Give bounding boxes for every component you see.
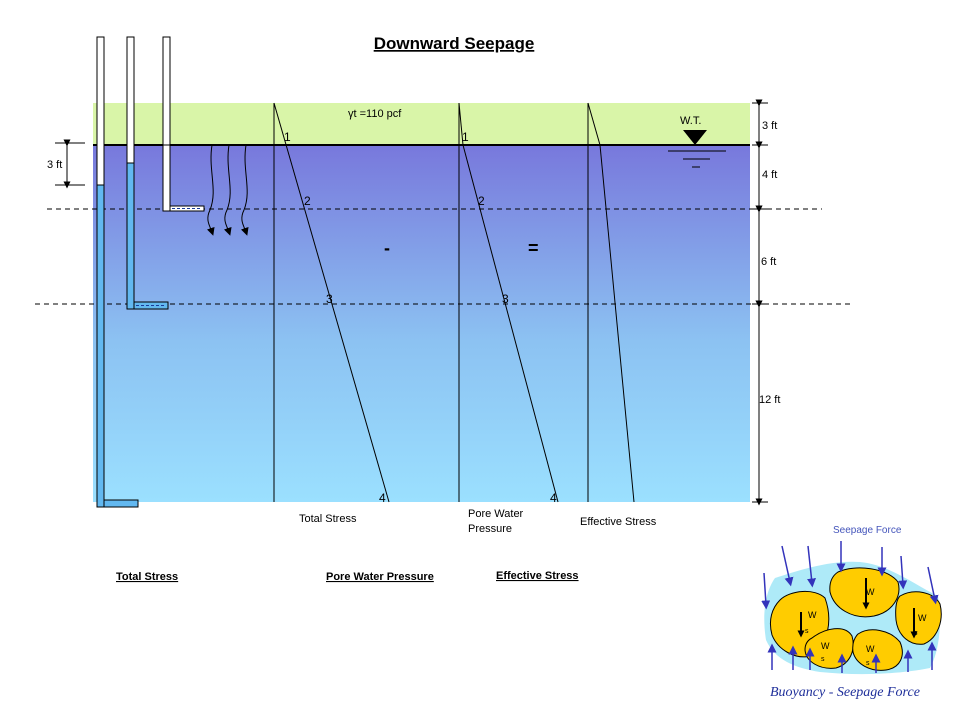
pwp-point-2: 2 bbox=[478, 194, 485, 208]
depth-label-2: 4 ft bbox=[762, 169, 777, 181]
ts-point-3: 3 bbox=[326, 292, 333, 306]
grain-weight-label: W bbox=[918, 613, 927, 623]
seepage-arrow-icon bbox=[927, 566, 939, 605]
equals-operator: = bbox=[528, 238, 539, 258]
saturated-soil-layer bbox=[93, 145, 750, 502]
heading-total-stress: Total Stress bbox=[116, 571, 178, 583]
grain-weight-subscript: s bbox=[821, 656, 825, 663]
dry-soil-layer bbox=[93, 103, 750, 145]
ts-diagram-label: Total Stress bbox=[299, 513, 357, 525]
piezometer-rise-dimension: 3 ft bbox=[47, 139, 85, 189]
grain-weight-label: W bbox=[821, 641, 830, 651]
soil-grain-inset: Seepage Force W W W W W s s s s bbox=[761, 525, 942, 700]
ts-point-4: 4 bbox=[379, 491, 386, 505]
water-table-triangle-icon bbox=[683, 130, 707, 145]
depth-dimensions bbox=[752, 99, 768, 506]
seepage-arrow-icon bbox=[898, 555, 908, 590]
flow-arrow-icon bbox=[206, 144, 215, 236]
soil-grain bbox=[852, 629, 903, 671]
piezometer-tube-3 bbox=[162, 36, 205, 212]
water-table-symbol: W.T. bbox=[668, 115, 726, 168]
heading-effective-stress: Effective Stress bbox=[496, 570, 579, 582]
seepage-arrow-icon bbox=[807, 545, 816, 588]
pwp-point-1: 1 bbox=[462, 130, 469, 144]
pwp-point-3: 3 bbox=[502, 292, 509, 306]
grain-weight-label: W bbox=[808, 610, 817, 620]
diagram-title: Downward Seepage bbox=[374, 34, 535, 53]
seepage-flow-arrows bbox=[206, 144, 249, 236]
grain-weight-arrows bbox=[797, 578, 918, 639]
seepage-arrow-icon bbox=[781, 545, 794, 587]
pwp-point-4: 4 bbox=[550, 491, 557, 505]
seepage-force-label: Seepage Force bbox=[833, 525, 902, 536]
piezometer-tube-1 bbox=[96, 36, 139, 508]
pwp-diagram-label-line1: Pore Water bbox=[468, 508, 524, 520]
grain-weight-label: W bbox=[866, 587, 875, 597]
ts-point-2: 2 bbox=[304, 194, 311, 208]
unit-weight-label: γt =110 pcf bbox=[348, 108, 402, 120]
seepage-arrow-icon bbox=[761, 572, 771, 610]
depth-label-1: 3 ft bbox=[762, 120, 777, 132]
heading-pore-water-pressure: Pore Water Pressure bbox=[326, 571, 434, 583]
pwp-diagram-label-line2: Pressure bbox=[468, 523, 512, 535]
grain-weight-label: W bbox=[866, 644, 875, 654]
water-table-label: W.T. bbox=[680, 115, 701, 127]
buoyancy-arrows bbox=[767, 641, 937, 673]
seepage-force-arrows bbox=[761, 541, 939, 610]
effective-stress-diagram: Effective Stress bbox=[580, 102, 657, 528]
pore-water-pressure-diagram: 1 2 3 4 Pore Water Pressure bbox=[458, 102, 559, 535]
inset-caption: Buoyancy - Seepage Force bbox=[770, 685, 920, 700]
grain-weight-subscript: s bbox=[805, 628, 809, 635]
ts-point-1: 1 bbox=[284, 130, 291, 144]
es-diagram-label: Effective Stress bbox=[580, 516, 657, 528]
flow-arrow-icon bbox=[240, 144, 249, 236]
depth-label-3: 6 ft bbox=[761, 256, 776, 268]
minus-operator: - bbox=[384, 238, 390, 258]
piezometer-tube-2 bbox=[126, 36, 169, 310]
piezometer-rise-label: 3 ft bbox=[47, 159, 62, 171]
flow-arrow-icon bbox=[223, 144, 232, 236]
total-stress-diagram: 1 2 3 4 Total Stress bbox=[273, 102, 390, 525]
grain-weight-subscript: s bbox=[866, 660, 870, 667]
depth-label-4: 12 ft bbox=[759, 394, 780, 406]
